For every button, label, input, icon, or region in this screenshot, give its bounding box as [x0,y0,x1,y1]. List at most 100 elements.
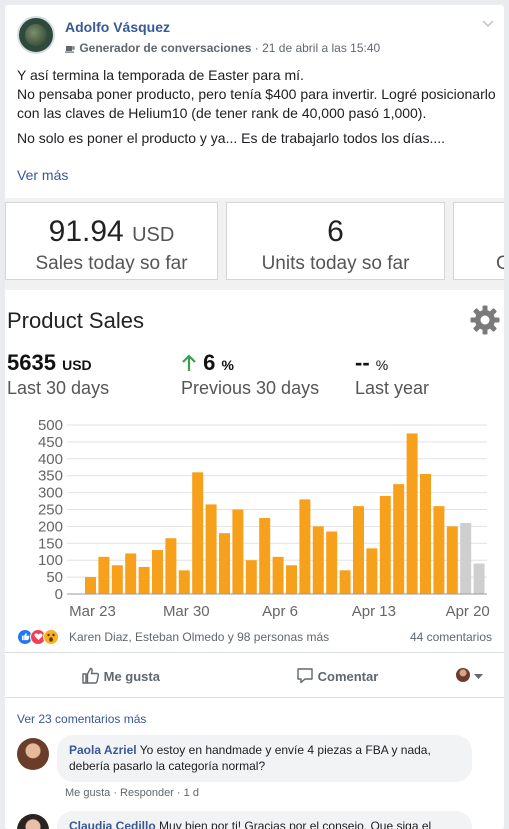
bar [138,566,150,594]
chevron-down-icon[interactable] [482,17,494,31]
caret-down-icon [473,668,483,683]
bar [299,499,311,594]
comment-2-text: Muy bien por ti! Gracias por el consejo.… [159,819,432,829]
attached-screenshot[interactable]: 91.94 USD Sales today so far 6 Units tod… [5,198,504,622]
bar [433,506,445,594]
kpi-units-value: 6 [327,215,344,248]
post-card: Adolfo Vásquez Generador de conversacion… [5,5,504,829]
y-tick-label: 500 [38,417,63,434]
post-paragraph-1: Y así termina la temporada de Easter par… [17,67,304,83]
comment-button[interactable]: Comentar [296,667,378,684]
y-tick-label: 400 [38,451,63,468]
x-tick-label: Apr 6 [262,603,298,620]
kpi-units-card: 6 Units today so far [226,202,445,280]
comment-2-author[interactable]: Claudia Cedillo [69,819,156,829]
stat2-value: 6 [203,350,216,375]
like-reaction-icon [17,629,33,645]
kpi-units-label: Units today so far [261,253,410,274]
gear-icon[interactable] [469,304,501,336]
bar [192,472,204,594]
comment-1-text: Yo estoy en handmade y envíe 4 piezas a … [69,743,431,773]
commenter-avatar-1[interactable] [17,738,49,770]
reaction-selector[interactable] [456,668,483,683]
kpi-sales-value: 91.94 [48,215,124,248]
y-tick-label: 150 [38,535,63,552]
profile-avatar-small [456,668,470,682]
comment-1-reply[interactable]: · Responder [113,787,174,799]
bar [379,495,391,594]
stat2-unit: % [221,357,234,373]
bar [420,474,431,594]
y-tick-label: 0 [55,586,63,603]
stat1-value: 5635 [7,350,56,375]
bar [312,526,324,594]
comment-1-like[interactable]: Me gusta [65,787,111,799]
group-name[interactable]: Generador de conversaciones [79,41,252,55]
reaction-names[interactable]: Karen Diaz, Esteban Olmedo y 98 personas… [69,630,330,644]
bar [85,577,96,594]
post-header: Adolfo Vásquez Generador de conversacion… [5,5,504,65]
comment-1-time[interactable]: · 1 d [176,787,199,799]
bar [326,531,338,594]
bar [205,504,217,594]
kpi-sales-label: Sales today so far [35,253,188,274]
like-button[interactable]: Me gusta [82,667,160,684]
stat-previous-30: 6 % Previous 30 days [181,350,319,399]
bar [165,538,177,594]
bar [152,550,163,594]
author-avatar[interactable] [17,16,55,54]
stat2-label: Previous 30 days [181,378,320,398]
bar [339,570,351,594]
thumbs-up-icon [82,667,100,684]
y-tick-label: 50 [46,569,63,586]
bar [178,570,190,594]
post-date[interactable]: · 21 de abril a las 15:40 [254,41,381,55]
bar [232,509,244,594]
x-tick-label: Mar 30 [163,603,210,620]
bar [245,560,257,594]
bar [393,484,405,594]
kpi-third-card: C [453,202,504,280]
x-tick-label: Apr 13 [352,603,396,620]
post-meta: Generador de conversaciones · 21 de abri… [65,41,380,55]
bar [219,533,230,594]
bar [366,548,378,594]
bar [286,565,297,594]
comment-1-author[interactable]: Paola Azriel [69,743,137,757]
comment-bubble-1: Paola Azriel Yo estoy en handmade y enví… [57,735,472,782]
post-paragraph-2: No pensaba poner producto, pero tenía $4… [17,86,496,121]
stat1-unit: USD [62,357,92,373]
author-name[interactable]: Adolfo Vásquez [65,19,171,35]
arrow-up-icon [181,350,203,375]
comments-count[interactable]: 44 comentarios [409,630,492,644]
bar [111,565,123,594]
view-more-comments-link[interactable]: Ver 23 comentarios más [17,712,147,726]
coffee-icon [65,46,75,53]
post-paragraph-3: No solo es poner el producto y ya... Es … [17,130,446,146]
stat3-label: Last year [355,378,430,398]
y-tick-label: 450 [38,434,63,451]
y-tick-label: 300 [38,485,63,502]
y-tick-label: 100 [38,552,63,569]
bar [406,433,418,594]
bar [125,553,137,594]
product-sales-panel: Product Sales 5635 USD Last 30 days [5,290,504,622]
see-more-link[interactable]: Ver más [17,167,69,183]
y-tick-label: 200 [38,518,63,535]
product-sales-title: Product Sales [7,308,144,333]
stat-last-30: 5635 USD Last 30 days [7,350,109,399]
post-body: Y así termina la temporada de Easter par… [17,66,497,148]
kpi-sales: 91.94 USD [6,215,217,249]
x-tick-label: Apr 20 [446,603,490,620]
y-tick-label: 250 [38,502,63,519]
like-label: Me gusta [103,669,160,684]
stat3-value: -- [355,350,370,375]
y-tick-label: 350 [38,468,63,485]
commenter-avatar-2[interactable] [17,814,49,829]
bar [272,556,284,594]
sales-bar-chart: 0 50 100 150 200 250 300 350 400 450 500 Mar 23 Mar … [5,416,504,622]
bar [98,556,110,594]
kpi-third-label: C [496,253,504,274]
comment-icon [296,668,314,684]
